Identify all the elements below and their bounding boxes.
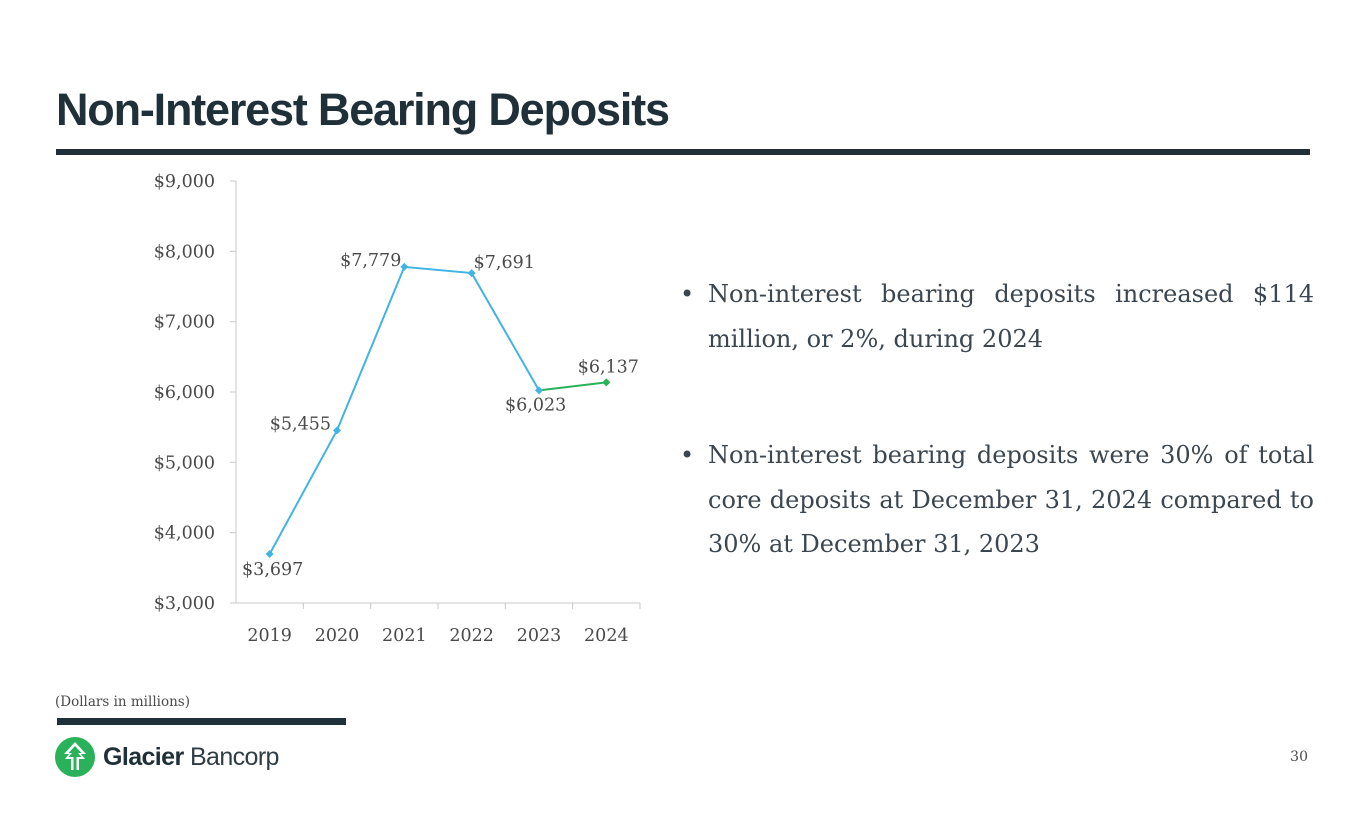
page-number: 30: [1290, 749, 1308, 765]
data-label: $6,023: [505, 395, 566, 415]
data-label: $5,455: [270, 414, 331, 434]
data-label: $3,697: [242, 560, 303, 580]
y-tick-label: $9,000: [154, 172, 215, 192]
x-tick-label: 2021: [382, 626, 427, 646]
title-divider: [56, 149, 1310, 155]
y-tick-label: $3,000: [154, 594, 215, 614]
data-label: $6,137: [578, 357, 639, 377]
brand-name: Glacier Bancorp: [103, 743, 279, 771]
brand-logo: Glacier Bancorp: [55, 737, 279, 779]
y-tick-label: $4,000: [154, 524, 215, 544]
bullet-text: Non-interest bearing deposits increased …: [708, 280, 1314, 353]
bullet-list: • Non-interest bearing deposits increase…: [680, 272, 1314, 567]
y-tick-label: $6,000: [154, 383, 215, 403]
x-axis: 2019 2020 2021 2022 2023 2024: [236, 602, 641, 646]
data-label: $7,691: [474, 253, 535, 273]
bullet-dot-icon: •: [680, 441, 695, 469]
bullet-text: Non-interest bearing deposits were 30% o…: [708, 441, 1314, 558]
y-tick-label: $5,000: [154, 453, 215, 473]
data-labels: $3,697 $5,455 $7,779 $7,691 $6,023 $6,137: [242, 251, 639, 580]
footnote: (Dollars in millions): [55, 694, 190, 710]
data-point-marker: [602, 378, 611, 387]
data-point-marker: [467, 269, 476, 278]
y-tick-label: $7,000: [154, 313, 215, 333]
data-point-marker: [333, 426, 341, 435]
x-tick-label: 2024: [584, 626, 629, 646]
bullet-dot-icon: •: [680, 280, 695, 308]
series-line: [265, 262, 611, 558]
footer-divider: [57, 718, 346, 725]
glacier-mountain-circle-icon: [55, 737, 95, 777]
data-point-marker: [535, 386, 543, 395]
y-axis: $3,000 $4,000 $5,000 $6,000 $7,000 $8,000 $9,0…: [154, 172, 237, 614]
x-tick-label: 2020: [315, 626, 360, 646]
bullet-item-share: • Non-interest bearing deposits were 30%…: [680, 433, 1314, 567]
page-title: Non-Interest Bearing Deposits: [56, 84, 670, 135]
bullet-item-increase: • Non-interest bearing deposits increase…: [680, 272, 1314, 361]
series-line-latest: [538, 381, 607, 392]
data-point-marker: [265, 549, 274, 558]
deposits-line-chart: $3,000 $4,000 $5,000 $6,000 $7,000 $8,000 $9,0…: [154, 172, 641, 646]
x-tick-label: 2023: [517, 626, 562, 646]
data-point-marker: [400, 262, 409, 271]
x-tick-label: 2019: [247, 626, 292, 646]
data-label: $7,779: [340, 251, 401, 271]
x-tick-label: 2022: [449, 626, 494, 646]
y-tick-label: $8,000: [154, 242, 215, 262]
series-line-main: [268, 265, 540, 555]
